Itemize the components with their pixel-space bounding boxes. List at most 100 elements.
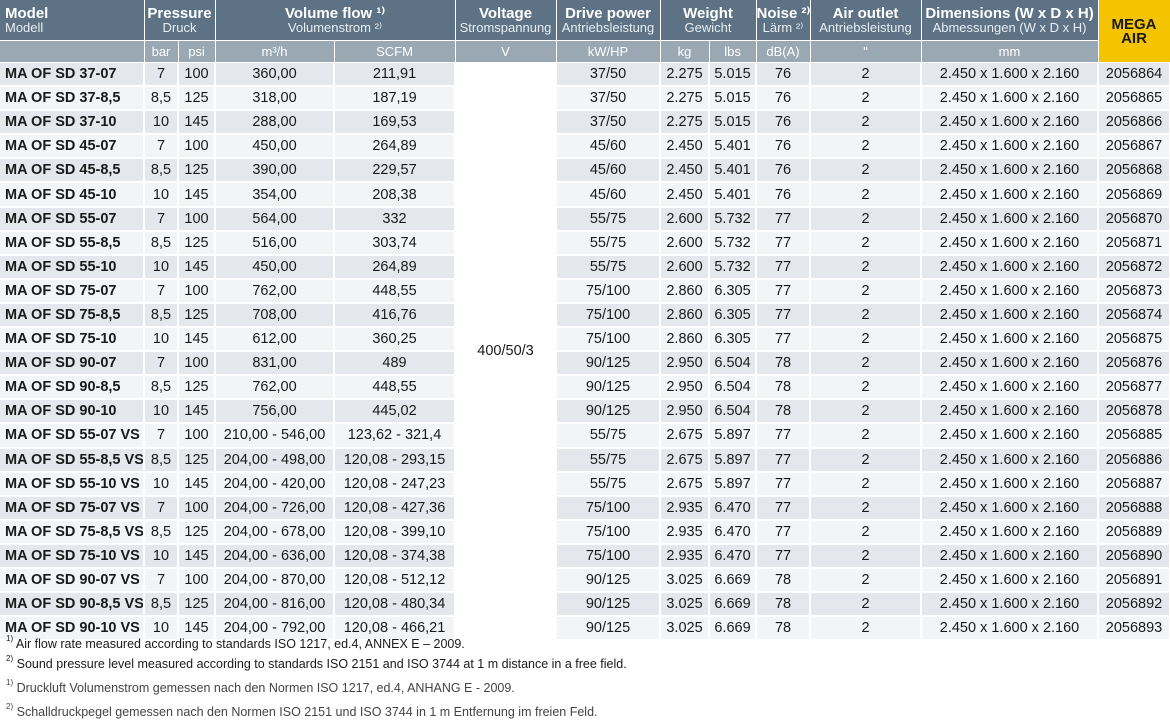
footnote-en-2: 2) Sound pressure level measured accordi… [6,654,627,671]
cell-power: 90/125 [556,399,662,425]
table-row: MA OF SD 55-10 10 145 450,00 264,89 55/75 2.60… [0,254,1170,280]
cell-m3h: 450,00 [215,134,335,160]
cell-power: 75/100 [556,543,662,569]
cell-dims: 2.450 x 1.600 x 2.160 [921,375,1100,401]
cell-outlet: 2 [810,519,923,545]
cell-power: 75/100 [556,495,662,521]
cell-psi: 145 [178,543,216,569]
cell-code: 2056889 [1098,519,1170,545]
table-row: MA OF SD 37-07 7 100 360,00 211,91 400/50/3 37… [0,62,1170,642]
header-air-outlet: Air outlet Antriebsleistung [810,0,922,41]
cell-noise: 78 [756,592,812,618]
cell-m3h: 204,00 - 816,00 [215,592,335,618]
cell-noise: 76 [756,134,812,160]
cell-m3h: 354,00 [215,182,335,208]
cell-noise: 77 [756,471,812,497]
table-row: MA OF SD 75-10 VS 10 145 204,00 - 636,00 120… [0,543,1170,569]
cell-model: MA OF SD 90-8,5 VS [0,592,145,618]
cell-m3h: 318,00 [215,86,335,112]
cell-lbs: 6.470 [709,519,758,545]
cell-outlet: 2 [810,134,923,160]
cell-power: 55/75 [556,471,662,497]
cell-bar: 8,5 [144,86,179,112]
cell-psi: 125 [178,86,216,112]
table-row: MA OF SD 45-10 10 145 354,00 208,38 45/60 2.45… [0,182,1170,208]
cell-power: 37/50 [556,86,662,112]
cell-scfm: 264,89 [334,134,457,160]
cell-psi: 100 [178,567,216,594]
unit-model [0,40,145,63]
cell-dims: 2.450 x 1.600 x 2.160 [921,278,1100,304]
header-dimensions: Dimensions (W x D x H) Abmessungen (W x D… [921,0,1099,41]
cell-lbs: 6.669 [709,592,758,618]
table-row: MA OF SD 55-10 VS 10 145 204,00 - 420,00 120… [0,471,1170,497]
cell-noise: 77 [756,543,812,569]
cell-kg: 2.675 [660,423,711,449]
cell-noise: 78 [756,616,812,642]
cell-lbs: 5.732 [709,254,758,280]
cell-outlet: 2 [810,254,923,280]
cell-dims: 2.450 x 1.600 x 2.160 [921,351,1100,377]
cell-lbs: 5.015 [709,62,758,88]
cell-scfm: 489 [334,351,457,377]
cell-model: MA OF SD 55-8,5 VS [0,447,145,473]
cell-model: MA OF SD 45-07 [0,134,145,160]
cell-bar: 8,5 [144,302,179,329]
cell-outlet: 2 [810,543,923,569]
table-row: MA OF SD 90-07 VS 7 100 204,00 - 870,00 120,… [0,567,1170,594]
cell-kg: 2.450 [660,182,711,208]
cell-scfm: 448,55 [334,375,457,401]
cell-noise: 76 [756,86,812,112]
cell-lbs: 5.732 [709,206,758,232]
cell-dims: 2.450 x 1.600 x 2.160 [921,86,1100,112]
unit-psi: psi [178,40,216,63]
cell-scfm: 187,19 [334,86,457,112]
cell-code: 2056870 [1098,206,1170,232]
cell-bar: 8,5 [144,447,179,473]
cell-lbs: 5.897 [709,423,758,449]
cell-dims: 2.450 x 1.600 x 2.160 [921,592,1100,618]
cell-bar: 8,5 [144,592,179,618]
cell-outlet: 2 [810,423,923,449]
cell-psi: 100 [178,351,216,377]
cell-kg: 3.025 [660,567,711,594]
cell-scfm: 445,02 [334,399,457,425]
cell-code: 2056873 [1098,278,1170,304]
cell-power: 55/75 [556,230,662,256]
cell-psi: 145 [178,399,216,425]
cell-lbs: 5.897 [709,447,758,473]
cell-scfm: 120,08 - 374,38 [334,543,457,569]
cell-scfm: 120,08 - 427,36 [334,495,457,521]
table-row: MA OF SD 90-10 VS 10 145 204,00 - 792,00 120… [0,616,1170,642]
cell-outlet: 2 [810,110,923,136]
cell-lbs: 5.015 [709,110,758,136]
cell-power: 90/125 [556,616,662,642]
cell-lbs: 6.305 [709,302,758,329]
table-row: MA OF SD 90-07 7 100 831,00 489 90/125 2.950 6.… [0,351,1170,377]
cell-outlet: 2 [810,592,923,618]
cell-m3h: 516,00 [215,230,335,256]
cell-kg: 2.675 [660,447,711,473]
cell-outlet: 2 [810,302,923,329]
cell-dims: 2.450 x 1.600 x 2.160 [921,254,1100,280]
cell-m3h: 204,00 - 870,00 [215,567,335,594]
cell-lbs: 5.015 [709,86,758,112]
cell-code: 2056865 [1098,86,1170,112]
cell-kg: 2.935 [660,519,711,545]
cell-dims: 2.450 x 1.600 x 2.160 [921,62,1100,88]
table-row: MA OF SD 45-8,5 8,5 125 390,00 229,57 45/60 2.… [0,158,1170,184]
cell-dims: 2.450 x 1.600 x 2.160 [921,471,1100,497]
cell-outlet: 2 [810,327,923,353]
unit-inch: " [810,40,922,63]
cell-outlet: 2 [810,62,923,88]
unit-dba: dB(A) [756,40,811,63]
cell-psi: 100 [178,423,216,449]
cell-dims: 2.450 x 1.600 x 2.160 [921,616,1100,642]
cell-power: 37/50 [556,110,662,136]
cell-bar: 8,5 [144,375,179,401]
cell-noise: 77 [756,278,812,304]
cell-kg: 2.675 [660,471,711,497]
table-row: MA OF SD 45-07 7 100 450,00 264,89 45/60 2.450… [0,134,1170,160]
cell-kg: 2.950 [660,375,711,401]
